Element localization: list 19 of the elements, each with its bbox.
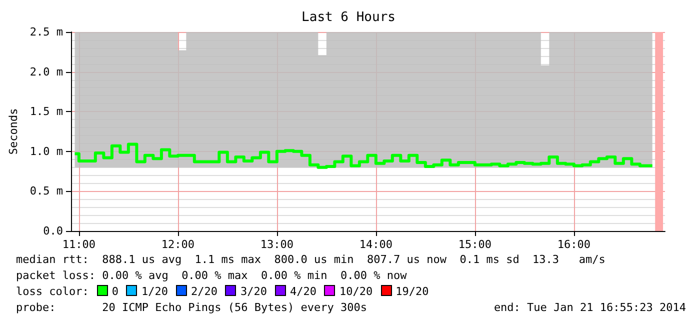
y-tick-label: 0.0 (43, 224, 64, 238)
y-tick-label: 2.0 m (30, 65, 64, 78)
x-tick-label: 13:00 (260, 238, 294, 251)
y-tick-label: 0.5 m (30, 184, 64, 198)
x-tick-label: 16:00 (557, 238, 590, 251)
y-tick-label: 1.0 m (30, 144, 64, 158)
text: end: Tue Jan 21 16:55:23 2014 (494, 300, 686, 316)
y-tick-label: 2.5 m (30, 26, 64, 38)
text: median rtt: 888.1 us avg 1.1 ms max 800.0 us min 807.7 us now 0.1 ms sd 13.3 am/s (16, 252, 606, 268)
chart-title: Last 6 Hours (302, 10, 396, 25)
y-axis-title: Seconds (7, 108, 20, 155)
text: loss color: 0 1/20 2/20 3/20 4/20 10/20 19/20 (16, 285, 429, 298)
x-tick-label: 15:00 (458, 238, 492, 251)
x-tick-label: 12:00 (161, 238, 194, 251)
x-tick-label: 11:00 (62, 238, 96, 251)
y-tick-label: 1.5 m (30, 105, 64, 118)
text: probe: 20 ICMP Echo Pings (56 Bytes) every 300s (16, 301, 367, 314)
x-tick-label: 14:00 (359, 238, 392, 251)
text: packet loss: 0.00 % avg 0.00 % max 0.00 % min 0.00 % now (16, 268, 408, 284)
